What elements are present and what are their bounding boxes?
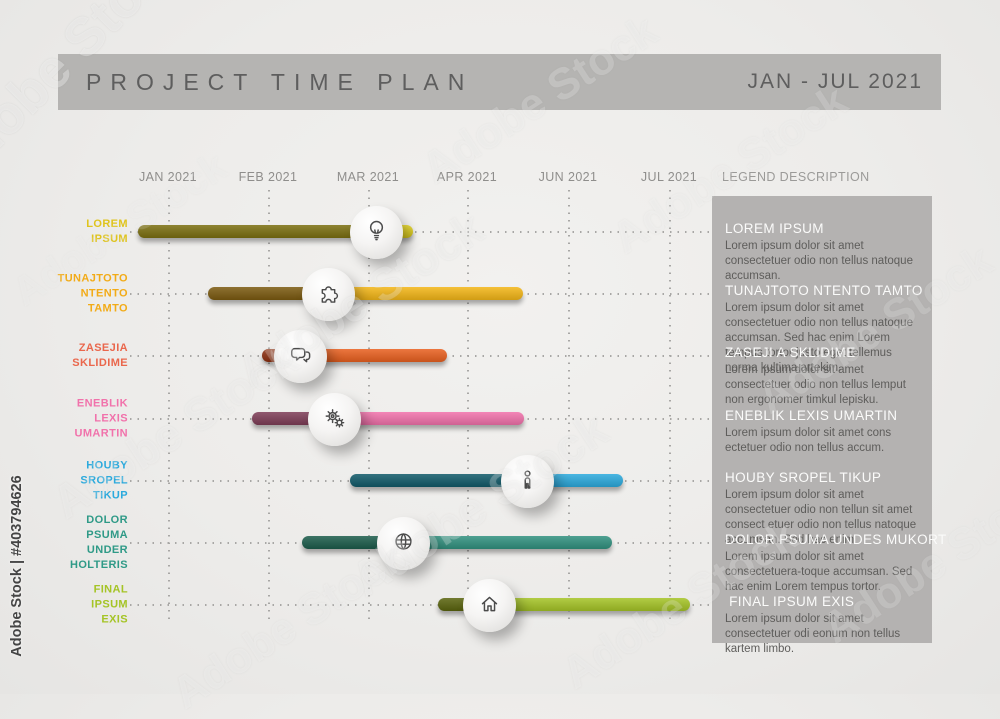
legend-section-body: Lorem ipsum dolor sit amet consectetuer … xyxy=(725,489,917,546)
legend-section-zasejia: ZASEJI A SKLIDIME Lorem ipsum dolor sit a… xyxy=(725,345,919,408)
legend-section-houby: HOUBY SROPEL TIKUP Lorem ipsum dolor sit … xyxy=(725,470,919,548)
header-date-range: JAN - JUL 2021 xyxy=(747,70,923,93)
legend-section-dolor: DOLOR PSUMA UNDES MUKORT Lorem ipsum dolo… xyxy=(725,532,947,595)
task-node-dolor xyxy=(377,517,430,570)
legend-section-title: ZASEJI A SKLIDIME xyxy=(725,345,856,360)
row-gridline xyxy=(130,231,712,233)
month-gridline xyxy=(268,190,270,622)
legend-section-title: LOREM IPSUM xyxy=(725,221,824,236)
task-bar-remaining-tunajtoto xyxy=(326,287,523,300)
adobe-stock-watermark: Adobe Stock xyxy=(163,530,416,719)
row-label-final: FINAL IPSUM EXIS xyxy=(91,583,128,626)
month-label: APR 2021 xyxy=(436,170,498,184)
task-bar-done-tunajtoto xyxy=(208,287,332,300)
row-label-lorem-ipsum: LOREM IPSUM xyxy=(86,218,128,245)
globe-icon xyxy=(390,528,417,560)
row-label-dolor: DOLOR PSUMA UNDER HOLTERIS xyxy=(70,514,128,571)
month-label: JUN 2021 xyxy=(538,170,598,184)
legend-section-title: TUNAJTOTO NTENTO TAMTO xyxy=(725,283,923,298)
legend-section-body: Lorem ipsum dolor sit amet consectetuer … xyxy=(725,240,913,282)
task-bar-remaining-final xyxy=(486,598,690,611)
legend-section-title: ENEBLIK LEXIS UMARTIN xyxy=(725,408,898,423)
task-bar-done-houby xyxy=(350,474,532,487)
task-node-final xyxy=(463,579,516,632)
task-node-houby xyxy=(501,455,554,508)
row-label-houby: HOUBY SROPEL TIKUP xyxy=(80,459,128,502)
month-label: MAR 2021 xyxy=(336,170,400,184)
legend-description-header: LEGEND DESCRIPTION xyxy=(722,170,870,184)
gears-icon xyxy=(321,404,348,436)
row-label-zasejia: ZASEJIA SKLIDIME xyxy=(72,342,128,369)
task-bar-remaining-dolor xyxy=(398,536,612,549)
row-label-tunajtoto: TUNAJTOTO NTENTO TAMTO xyxy=(57,272,128,315)
legend-section-body: Lorem ipsum dolor sit amet consectetuera… xyxy=(725,551,913,593)
task-node-tunajtoto xyxy=(302,268,355,321)
task-node-lorem-ipsum xyxy=(350,206,403,259)
chat-icon xyxy=(287,341,314,373)
month-gridline xyxy=(669,190,671,622)
legend-section-lorem-ipsum: LOREM IPSUM Lorem ipsum dolor sit amet co… xyxy=(725,221,919,284)
task-bar-remaining-eneblik xyxy=(330,412,524,425)
legend-section-body: Lorem ipsum dolor sit amet consectetuer … xyxy=(725,364,906,406)
legend-section-title: FINAL IPSUM EXIS xyxy=(725,594,855,609)
puzzle-icon xyxy=(315,279,342,311)
legend-section-eneblik: ENEBLIK LEXIS UMARTIN Lorem ipsum dolor s… xyxy=(725,408,919,456)
header-bar: PROJECT TIME PLAN JAN - JUL 2021 xyxy=(58,54,941,110)
legend-section-tunajtoto: TUNAJTOTO NTENTO TAMTO Lorem ipsum dolor … xyxy=(725,283,923,376)
legend-section-title: DOLOR PSUMA UNDES MUKORT xyxy=(725,532,947,547)
legend-section-title: HOUBY SROPEL TIKUP xyxy=(725,470,882,485)
row-gridline xyxy=(130,604,712,606)
month-gridline xyxy=(467,190,469,622)
legend-section-final: FINAL IPSUM EXIS Lorem ipsum dolor sit am… xyxy=(725,594,919,657)
task-node-eneblik xyxy=(308,393,361,446)
legend-section-body: Lorem ipsum dolor sit amet cons ectetuer… xyxy=(725,427,892,454)
month-label: JUL 2021 xyxy=(640,170,698,184)
adobe-stock-watermark: Adobe Stock xyxy=(342,402,618,608)
month-label: FEB 2021 xyxy=(238,170,298,184)
legend-section-body: Lorem ipsum dolor sit amet consectetuer … xyxy=(725,613,901,655)
row-label-eneblik: ENEBLIK LEXIS UMARTIN xyxy=(74,397,128,440)
house-icon xyxy=(476,590,503,622)
month-gridline xyxy=(368,190,370,622)
task-node-zasejia xyxy=(274,330,327,383)
month-label: JAN 2021 xyxy=(138,170,198,184)
lightbulb-icon xyxy=(363,217,390,249)
month-gridline xyxy=(568,190,570,622)
task-bar-remaining-zasejia xyxy=(296,349,447,362)
stock-id-watermark: Adobe Stock | #403794626 xyxy=(9,475,25,657)
page-title: PROJECT TIME PLAN xyxy=(86,68,474,95)
task-bar-done-lorem-ipsum xyxy=(138,225,397,238)
legend-section-body: Lorem ipsum dolor sit amet consectetuer … xyxy=(725,302,913,374)
legend-panel: LOREM IPSUM Lorem ipsum dolor sit amet co… xyxy=(712,196,947,655)
person-icon xyxy=(514,466,541,498)
month-gridline xyxy=(168,190,170,622)
